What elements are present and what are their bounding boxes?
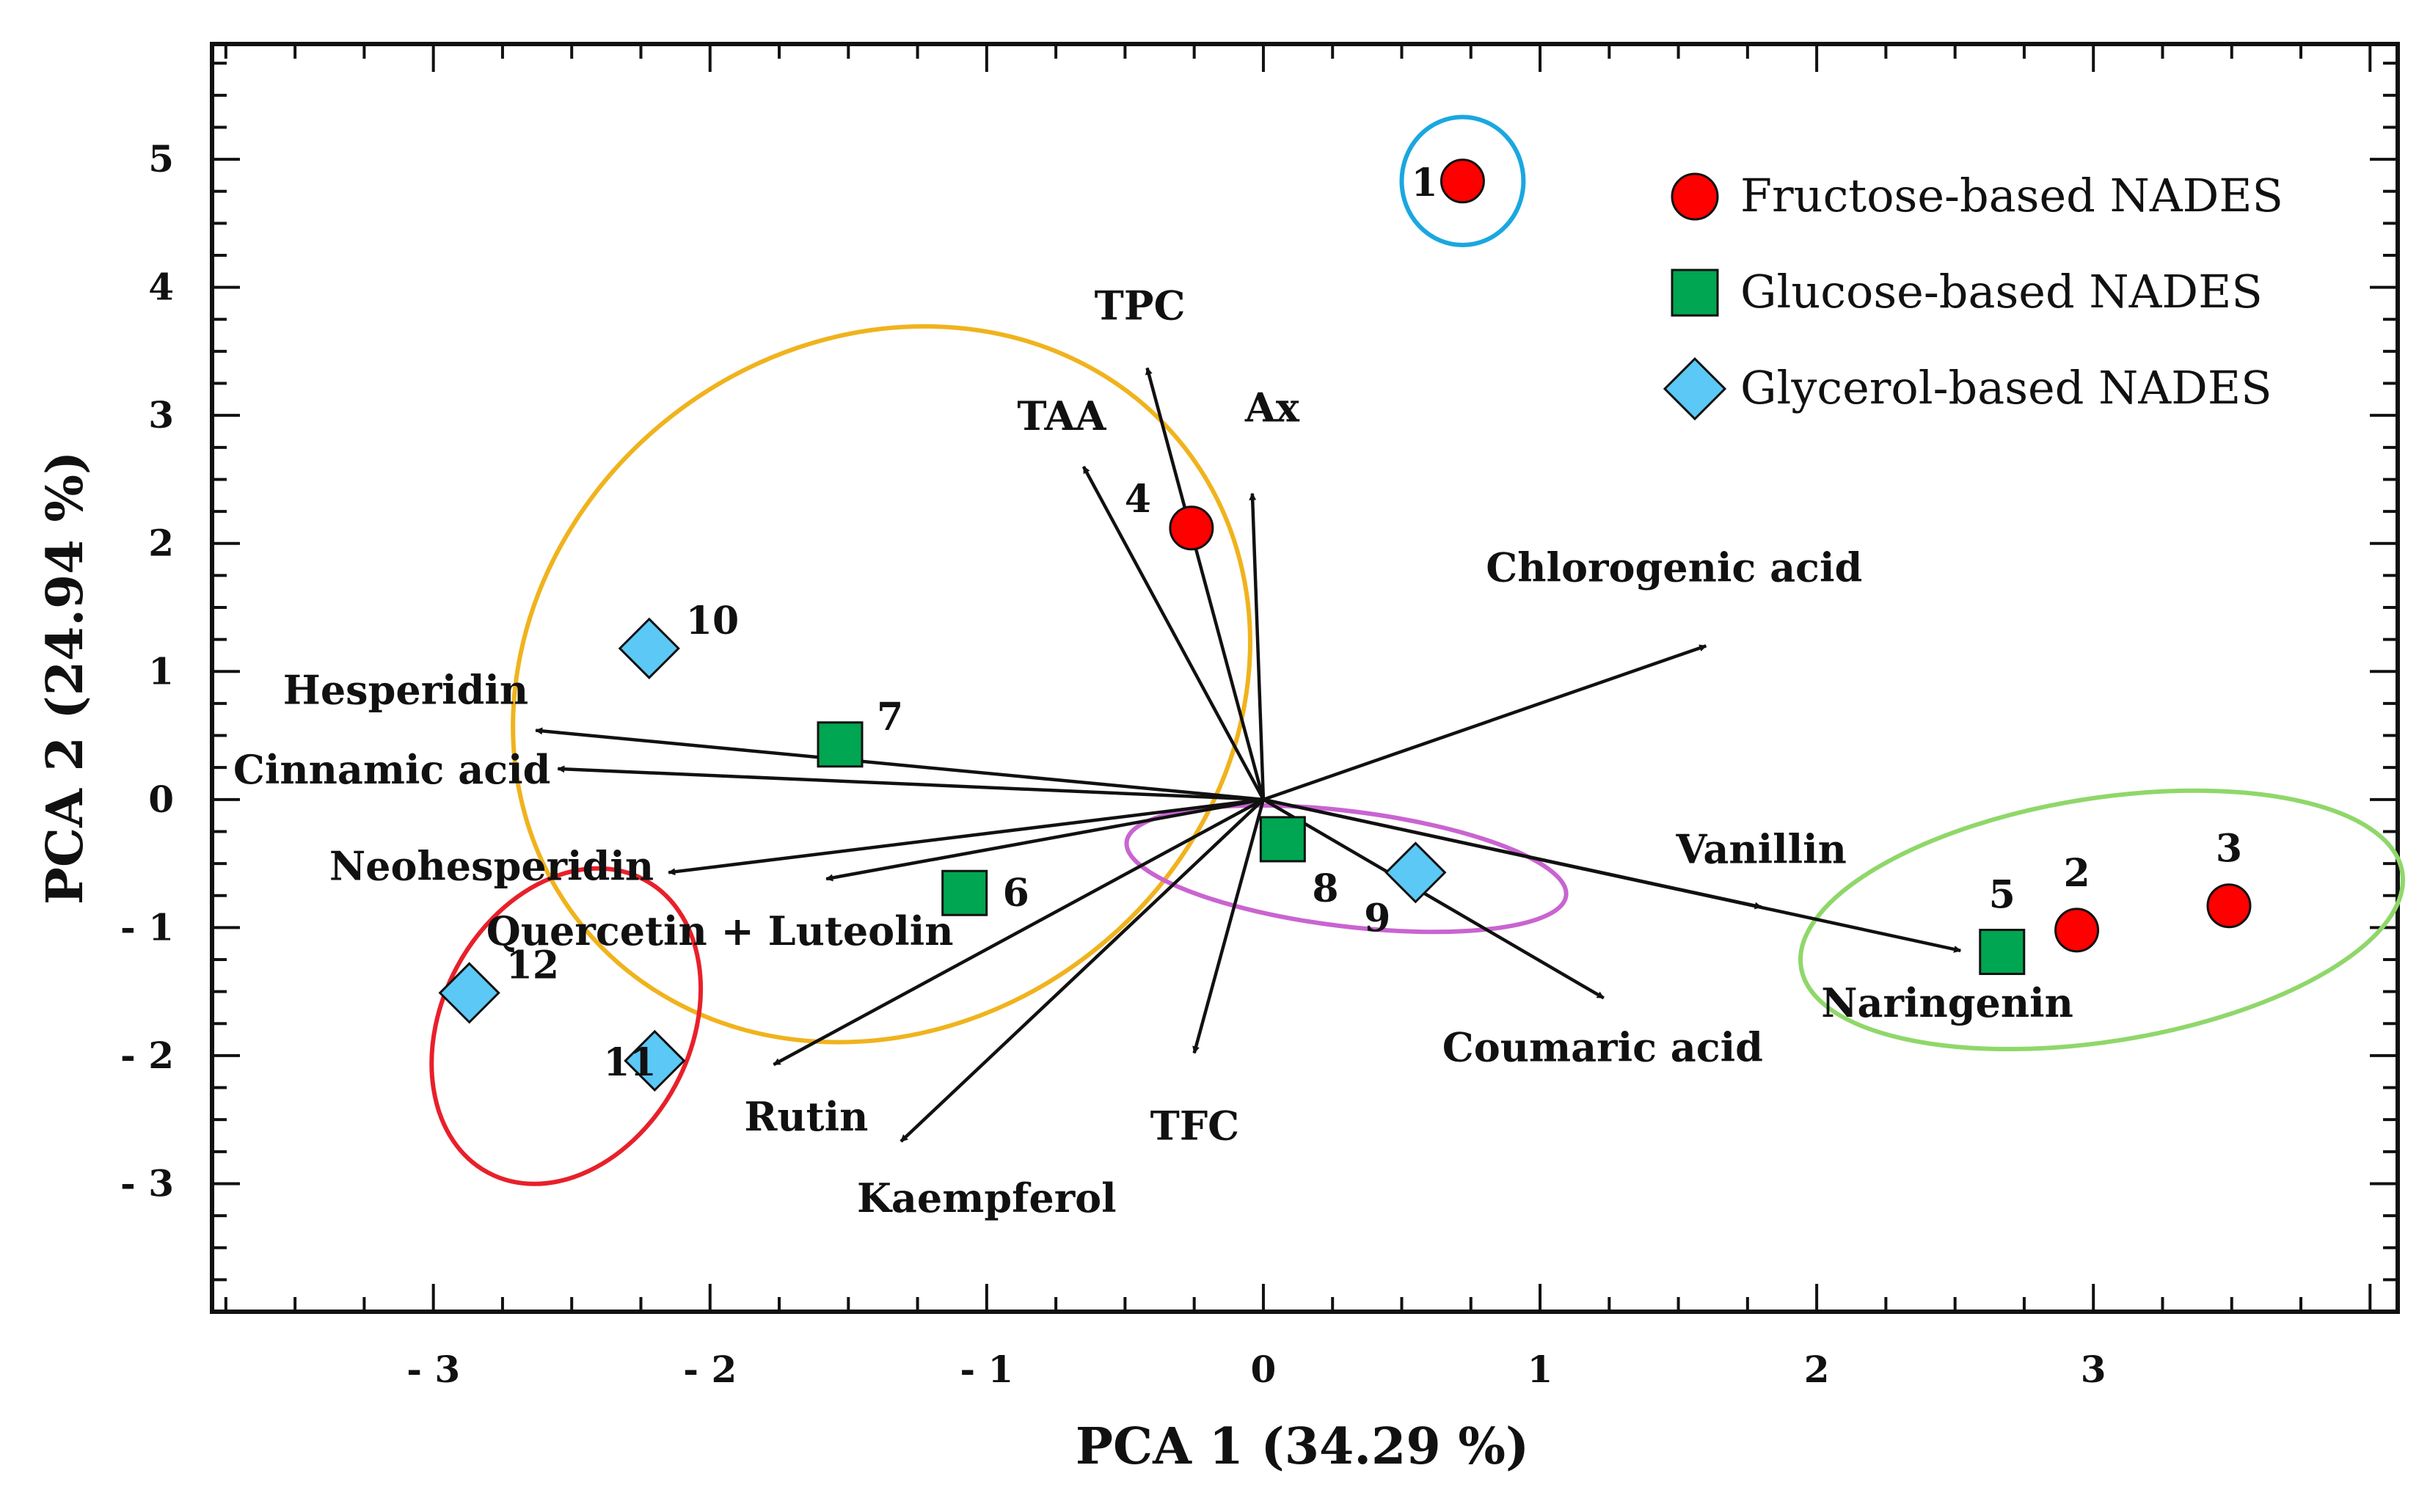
loading-arrow-tpc: [1145, 367, 1266, 800]
group-samples-4-6-7-10-ellipse: [511, 324, 1252, 1045]
loading-label-quercetin-luteolin: Quercetin + Luteolin: [486, 907, 954, 954]
loading-arrow-cinnamic-acid: [557, 765, 1264, 802]
y-tick-label: 1: [148, 649, 174, 693]
loading-label-ax: Ax: [1244, 384, 1300, 431]
y-tick-label: 5: [148, 137, 174, 180]
group-samples-11-12-ellipse: [429, 866, 704, 1186]
y-tick-label: 0: [148, 778, 174, 821]
x-tick-label: - 3: [406, 1348, 460, 1391]
sample-5-glucose-square: [1979, 929, 2026, 976]
sample-label-7: 7: [877, 695, 903, 739]
legend-fructose-marker: [1671, 172, 1719, 221]
sample-label-11: 11: [603, 1040, 656, 1085]
y-tick-label: 3: [148, 393, 174, 437]
sample-label-6: 6: [1003, 871, 1029, 916]
sample-label-1: 1: [1411, 161, 1437, 205]
loading-label-chlorogenic-acid: Chlorogenic acid: [1486, 544, 1862, 591]
y-tick-label: 4: [148, 266, 174, 309]
y-tick-label: - 2: [120, 1034, 174, 1077]
loading-arrow-neohesperidin: [668, 797, 1264, 876]
group-sample-1-ellipse: [1399, 114, 1526, 248]
sample-1-fructose-circle: [1440, 158, 1485, 204]
loading-vectors: TPC TAA Ax Chlorogenic acid Hesperidin Cinnam…: [233, 282, 2073, 1221]
y-tick-label: 2: [148, 522, 174, 565]
sample-8-glucose-square: [1259, 816, 1306, 863]
sample-label-5: 5: [1989, 873, 2015, 918]
loading-label-tfc: TFC: [1150, 1102, 1240, 1149]
legend-glycerol-marker: [1663, 357, 1727, 421]
loading-label-hesperidin: Hesperidin: [283, 667, 528, 714]
x-tick-label: 1: [1528, 1348, 1553, 1391]
y-tick-label: - 1: [120, 905, 174, 949]
x-tick-label: 0: [1251, 1348, 1277, 1391]
legend-fructose-label: Fructose-based NADES: [1740, 169, 2283, 222]
sample-label-9: 9: [1364, 896, 1390, 941]
loading-label-coumaric-acid: Coumaric acid: [1442, 1023, 1763, 1070]
group-samples-2-3-5-ellipse: [1798, 788, 2406, 1052]
y-tick-label: - 3: [120, 1161, 174, 1205]
legend-glucose-label: Glucose-based NADES: [1740, 265, 2263, 318]
loading-label-taa: TAA: [1017, 392, 1106, 439]
loading-arrow-taa: [1081, 465, 1265, 800]
legend-glucose-marker: [1671, 269, 1719, 317]
loading-arrow-ax: [1249, 492, 1266, 800]
sample-label-12: 12: [506, 943, 559, 987]
legend-glycerol-label: Glycerol-based NADES: [1740, 361, 2272, 414]
sample-7-glucose-square: [817, 721, 864, 768]
sample-label-3: 3: [2216, 827, 2242, 872]
loading-label-rutin: Rutin: [744, 1093, 868, 1140]
sample-10-glycerol-diamond: [618, 617, 680, 679]
y-axis-title: PCA 2 (24.94 %): [36, 451, 95, 905]
loading-label-naringenin: Naringenin: [1821, 979, 2073, 1026]
plot-frame: [210, 42, 2400, 1314]
sample-label-8: 8: [1312, 866, 1338, 911]
loading-arrow-hesperidin: [535, 727, 1264, 802]
sample-label-4: 4: [1125, 477, 1151, 522]
loading-label-tpc: TPC: [1095, 282, 1186, 329]
loading-arrow-chlorogenic-acid: [1263, 644, 1707, 801]
x-tick-label: - 1: [960, 1348, 1013, 1391]
sample-11-glycerol-diamond: [624, 1029, 686, 1092]
sample-label-10: 10: [686, 599, 739, 643]
sample-9-glycerol-diamond: [1384, 841, 1447, 904]
loading-arrow-rutin: [773, 797, 1265, 1067]
sample-2-fructose-circle: [2054, 907, 2100, 953]
loading-arrow-tfc: [1192, 799, 1266, 1054]
loading-label-cinnamic-acid: Cinnamic acid: [233, 746, 550, 793]
legend: Fructose-based NADES Glucose-based NADES G…: [1663, 169, 2283, 421]
loading-arrow-kaempferol: [900, 798, 1265, 1143]
sample-label-2: 2: [2063, 851, 2090, 896]
x-axis-title: PCA 1 (34.29 %): [1076, 1417, 1529, 1476]
group-samples-8-9-ellipse: [1124, 803, 1569, 935]
loading-label-vanillin: Vanillin: [1675, 825, 1847, 872]
sample-4-fructose-circle: [1169, 505, 1214, 551]
loading-label-kaempferol: Kaempferol: [857, 1175, 1117, 1221]
grouping-ellipses: [429, 114, 2406, 1186]
sample-6-glucose-square: [941, 869, 988, 916]
loading-arrow-naringenin: [1263, 797, 1962, 953]
x-tick-label: - 2: [683, 1348, 737, 1391]
loading-arrow-quercetin-luteolin: [825, 797, 1264, 882]
x-tick-label: 3: [2081, 1348, 2106, 1391]
sample-3-fructose-circle: [2206, 883, 2252, 929]
loading-label-neohesperidin: Neohesperidin: [329, 842, 654, 889]
loading-arrow-coumaric-acid: [1262, 797, 1605, 1000]
sample-12-glycerol-diamond: [438, 962, 500, 1024]
x-tick-label: 2: [1804, 1348, 1830, 1391]
